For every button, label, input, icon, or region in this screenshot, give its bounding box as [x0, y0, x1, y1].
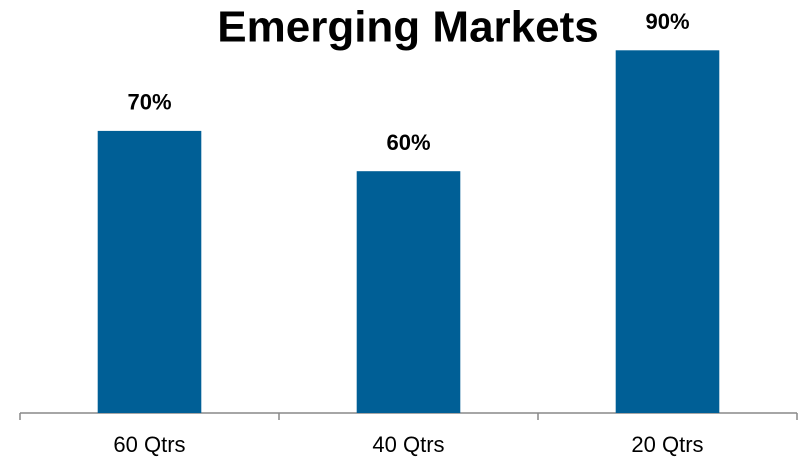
- data-label: 70%: [127, 90, 171, 115]
- bar: [356, 171, 461, 413]
- chart-title: Emerging Markets: [217, 3, 598, 52]
- bar: [615, 50, 720, 414]
- x-tick-label: 40 Qtrs: [372, 432, 444, 457]
- x-tick-label: 20 Qtrs: [631, 432, 703, 457]
- data-label: 60%: [386, 130, 430, 155]
- x-tick-label: 60 Qtrs: [113, 432, 185, 457]
- data-label: 90%: [645, 9, 689, 34]
- bar: [97, 130, 202, 413]
